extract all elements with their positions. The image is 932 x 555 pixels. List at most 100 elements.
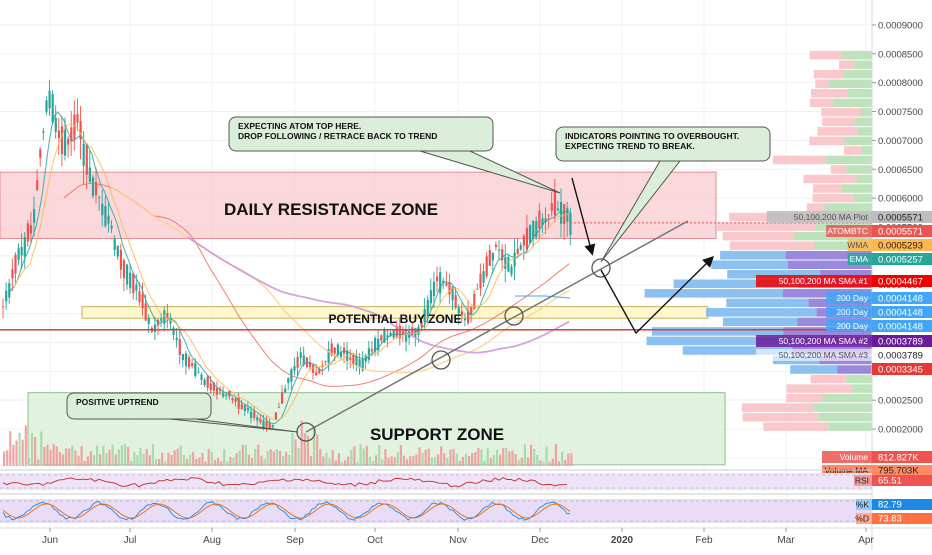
candle-body: [166, 312, 169, 318]
vp-bar: [729, 241, 815, 250]
volume-bar: [530, 444, 533, 466]
candle-body: [268, 423, 271, 429]
volume-bar: [368, 456, 371, 466]
candle-body: [281, 392, 284, 404]
volume-bar: [58, 452, 61, 466]
vp-bar: [824, 203, 872, 212]
touch-circle: [504, 306, 524, 326]
candle-body: [436, 276, 439, 282]
candle-body: [222, 392, 225, 397]
rsi-label: RSI: [855, 476, 869, 486]
price-label-box: [872, 239, 932, 251]
candle-body: [76, 114, 79, 123]
price-label-name: EMA: [850, 254, 869, 264]
touch-circle: [591, 258, 611, 278]
candle-body: [240, 404, 243, 409]
volume-bar: [517, 460, 520, 466]
vp-bar: [646, 336, 803, 346]
volume-bar: [505, 447, 508, 466]
volume-bar: [551, 458, 554, 466]
volume-bar: [424, 449, 427, 466]
candle-body: [405, 329, 408, 342]
volume-bar: [198, 457, 201, 466]
price-label-value: 0.0004467: [878, 277, 923, 288]
price-label-name: 50,100,200 MA SMA #1: [779, 276, 869, 286]
candle-body: [479, 273, 482, 289]
candle-body: [560, 202, 563, 224]
stoch-k-value: 82.79: [878, 500, 902, 511]
volume-bar: [502, 447, 505, 466]
vp-bar: [785, 250, 872, 260]
price-label-9: 50,100,200 MA SMA #3 0.0003789: [756, 349, 932, 362]
volume-bar: [421, 452, 424, 466]
volume-bar: [37, 459, 40, 466]
zone-label-1: POTENTIAL BUY ZONE: [329, 312, 462, 326]
volume-bar: [337, 453, 340, 466]
candle-body: [138, 291, 141, 303]
x-tick-label: Nov: [449, 535, 467, 546]
volume-bar: [92, 455, 96, 466]
volume-bar: [46, 444, 49, 466]
volume-bar: [77, 455, 80, 466]
volume-bar: [96, 445, 99, 466]
volume-bar: [207, 448, 210, 466]
volume-bar: [235, 453, 238, 466]
price-label-name-box: [847, 239, 872, 251]
arrow-down: [571, 177, 596, 256]
price-label-name-box: [756, 335, 872, 347]
volume-bar: [557, 461, 561, 466]
volume-bar: [322, 456, 325, 466]
volume-bar: [99, 454, 102, 466]
volume-bar: [189, 454, 192, 466]
price-label-8: 50,100,200 MA SMA #2 0.0003789: [756, 335, 932, 348]
rsi-value: 65.51: [878, 476, 902, 487]
volume-bar: [241, 444, 244, 466]
candle-body: [507, 256, 510, 272]
candle-body: [550, 203, 553, 211]
candle-body: [206, 376, 209, 388]
candle-body: [445, 283, 448, 286]
candle-body: [529, 225, 532, 244]
volume-bar: [548, 461, 551, 466]
trend-line: [305, 220, 689, 433]
candle-body: [284, 388, 287, 393]
candle-body: [11, 269, 14, 279]
price-label-3: EMA 0.0005257: [847, 253, 932, 266]
callout-text: EXPECTING TREND TO BREAK.: [565, 141, 695, 151]
touch-circle: [431, 350, 451, 370]
callout-2: POSITIVE UPTREND: [66, 392, 299, 433]
volume-bar: [111, 444, 114, 466]
volume-bar: [260, 455, 263, 466]
candle-body: [308, 361, 312, 368]
volume-bar: [27, 457, 30, 466]
volume-bar: [384, 449, 387, 466]
candle-body: [42, 131, 45, 133]
volume-bar: [21, 439, 24, 466]
candle-body: [79, 121, 82, 140]
candle-body: [374, 337, 377, 352]
y-tick-label: 0.0006500: [878, 165, 923, 176]
candle-body: [191, 363, 194, 367]
candle-body: [504, 256, 507, 269]
candle-body: [17, 248, 20, 261]
candle-body: [476, 288, 479, 290]
price-label-box: [872, 225, 932, 237]
volume-bar: [539, 460, 542, 466]
vp-bar: [711, 260, 788, 269]
candle-body: [188, 357, 191, 368]
volume-bar: [412, 456, 415, 466]
candle-body: [54, 117, 57, 132]
candle-body: [271, 424, 274, 427]
volume-bar: [61, 454, 65, 466]
vp-bar: [706, 308, 817, 317]
callout-text: DROP FOLLOWING / RETRACE BACK TO TREND: [238, 131, 437, 141]
volume-bar: [334, 460, 337, 466]
volume-bar: [192, 451, 195, 466]
volume-bar: [468, 456, 471, 466]
candle-body: [349, 357, 352, 360]
volume-bar: [89, 451, 92, 466]
candle-body: [2, 306, 5, 308]
vp-bar: [847, 89, 872, 98]
